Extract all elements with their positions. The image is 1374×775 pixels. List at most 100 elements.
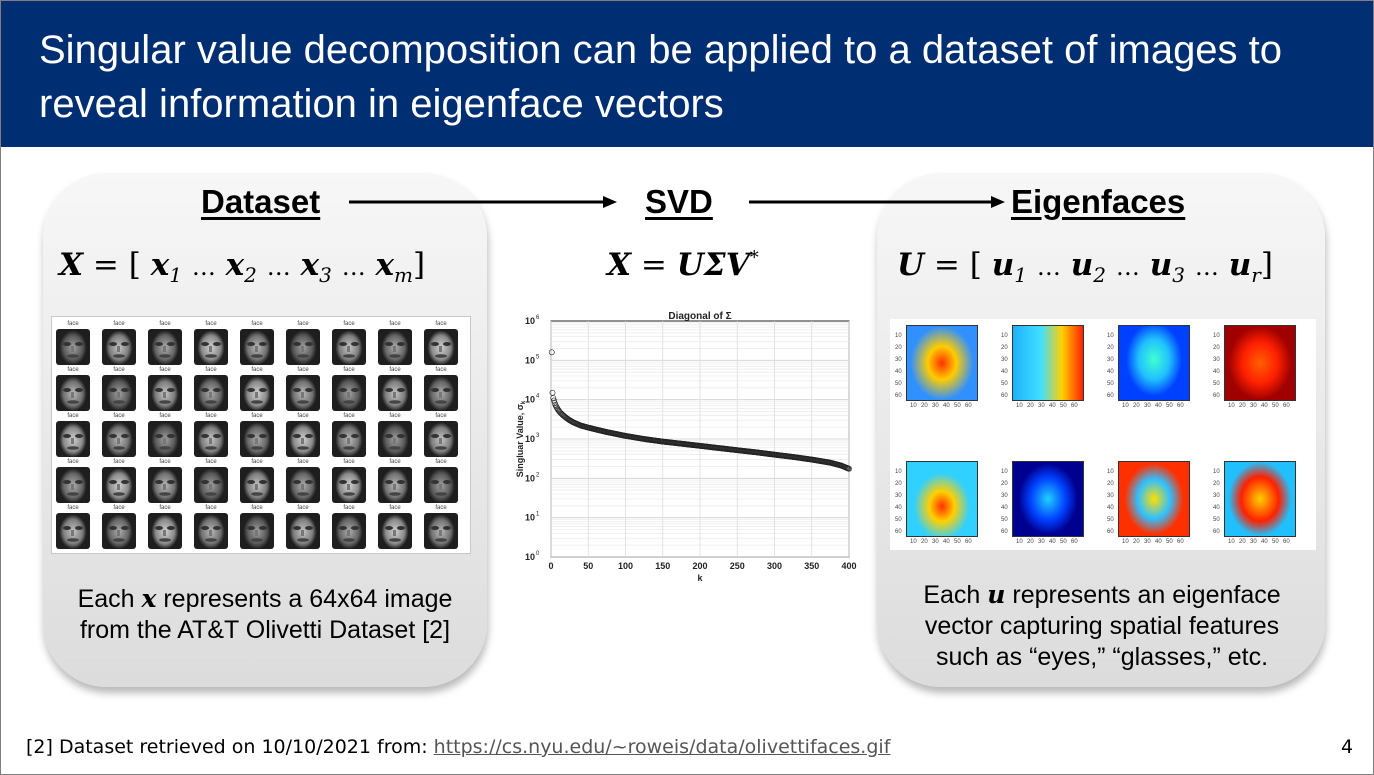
eigenface-y-tick: 50 <box>1213 381 1220 387</box>
eigenface-y-tick: 40 <box>1213 505 1220 511</box>
footnote: [2] Dataset retrieved on 10/10/2021 from… <box>26 736 891 758</box>
face-thumbnail <box>194 375 228 411</box>
eigenface-x-tick: 50 <box>1272 539 1279 545</box>
face-label: face <box>251 321 263 327</box>
data-point <box>551 397 557 404</box>
eigenface-y-tick: 10 <box>1213 333 1220 339</box>
eigenface-map <box>1118 325 1190 401</box>
eigenface-y-tick: 50 <box>895 381 902 387</box>
x-tick-label: 100 <box>618 561 633 571</box>
eigenface-x-tick: 50 <box>954 539 961 545</box>
face-thumbnail <box>240 467 274 503</box>
eigenface-y-tick: 10 <box>1213 469 1220 475</box>
face-label: face <box>205 413 217 419</box>
face-label: face <box>251 367 263 373</box>
eigenface-y-tick: 60 <box>1107 393 1114 399</box>
face-thumbnail <box>102 467 136 503</box>
eigenface-x-tick: 10 <box>1228 403 1235 409</box>
eigenface-x-tick: 30 <box>1038 539 1045 545</box>
eigenface-x-tick: 30 <box>1250 403 1257 409</box>
face-label: face <box>389 367 401 373</box>
face-label: face <box>297 459 309 465</box>
face-thumbnail <box>148 329 182 365</box>
dataset-link[interactable]: https://cs.nyu.edu/~roweis/data/olivetti… <box>433 736 891 758</box>
eigenface-x-tick: 20 <box>921 539 928 545</box>
eigenface-y-tick: 20 <box>1001 345 1008 351</box>
face-thumbnail <box>424 329 458 365</box>
face-thumbnail <box>332 375 366 411</box>
eigenface-x-tick: 10 <box>1122 539 1129 545</box>
face-label: face <box>113 367 125 373</box>
eigenface-x-tick: 30 <box>932 403 939 409</box>
eigenface-y-tick: 40 <box>895 505 902 511</box>
eigenface-y-tick: 30 <box>1001 493 1008 499</box>
y-tick-label: 10 <box>525 434 535 444</box>
face-thumbnail <box>286 375 320 411</box>
eigenface-x-tick: 20 <box>1239 539 1246 545</box>
eigenface-x-tick: 30 <box>932 539 939 545</box>
y-tick-label: 10 <box>525 395 535 405</box>
eigenface-x-tick: 40 <box>1155 539 1162 545</box>
face-thumbnail <box>240 421 274 457</box>
eigenface-x-tick: 50 <box>1060 403 1067 409</box>
arrow-svd-to-eigenfaces <box>749 196 1005 208</box>
eigenface-y-tick: 40 <box>1107 505 1114 511</box>
chart-title: Diagonal of Σ <box>668 311 731 322</box>
eigenface-x-tick: 30 <box>1038 403 1045 409</box>
eigenface-x-tick: 40 <box>1049 403 1056 409</box>
eigenface-x-tick: 50 <box>1060 539 1067 545</box>
y-tick-exponent: 2 <box>536 472 540 478</box>
svd-equation: X = UΣV* <box>607 247 759 283</box>
face-label: face <box>159 413 171 419</box>
face-label: face <box>343 321 355 327</box>
eigenface-x-tick: 10 <box>1016 539 1023 545</box>
eigenface-y-tick: 50 <box>1001 517 1008 523</box>
eigenface-x-tick: 60 <box>965 403 972 409</box>
face-thumbnail <box>102 329 136 365</box>
face-thumbnail <box>102 421 136 457</box>
face-label: face <box>297 367 309 373</box>
y-tick-exponent: 1 <box>536 512 540 518</box>
singular-value-chart: 0 50 100 150 200 250 300 350 400 10 0 10 1 10 2 10 3 10 4 1… <box>511 307 861 597</box>
eigenface-x-tick: 50 <box>954 403 961 409</box>
eigenface-x-tick: 60 <box>1177 403 1184 409</box>
eigenfaces-heading: Eigenfaces <box>1011 183 1186 220</box>
face-thumbnail <box>194 329 228 365</box>
page-number: 4 <box>1341 736 1354 758</box>
face-label: face <box>205 505 217 511</box>
x-tick-label: 350 <box>804 561 819 571</box>
title-bar: Singular value decomposition can be appl… <box>1 1 1373 147</box>
face-thumbnail <box>424 375 458 411</box>
face-thumbnail <box>378 421 412 457</box>
eigenface-y-tick: 40 <box>1213 369 1220 375</box>
dataset-equation: X = [ x1 … x2 … x3 … xm] <box>59 247 426 288</box>
data-point <box>846 465 852 472</box>
face-thumbnail <box>286 421 320 457</box>
eigenface-y-tick: 60 <box>895 393 902 399</box>
eigenface-y-tick: 30 <box>895 493 902 499</box>
eigenface-map <box>906 325 978 401</box>
face-thumbnail <box>56 467 90 503</box>
eigenface-x-tick: 20 <box>1239 403 1246 409</box>
x-tick-label: 50 <box>583 561 593 571</box>
eigenface-x-tick: 50 <box>1166 539 1173 545</box>
eigenface-x-tick: 20 <box>1133 403 1140 409</box>
face-label: face <box>435 505 447 511</box>
eigenface-y-tick: 50 <box>1213 517 1220 523</box>
eigenface-x-tick: 10 <box>1228 539 1235 545</box>
eigenface-x-tick: 60 <box>1177 539 1184 545</box>
face-thumbnail <box>286 329 320 365</box>
x-tick-label: 200 <box>692 561 707 571</box>
face-thumbnail <box>332 513 366 549</box>
eigenface-x-tick: 20 <box>1133 539 1140 545</box>
eigenface-y-tick: 60 <box>1001 393 1008 399</box>
face-thumbnail <box>148 467 182 503</box>
face-label: face <box>343 459 355 465</box>
y-axis-label: Singluar Value, σk <box>515 400 527 477</box>
eigenface-x-tick: 40 <box>1049 539 1056 545</box>
face-thumbnail <box>148 513 182 549</box>
face-label: face <box>343 505 355 511</box>
face-label: face <box>297 321 309 327</box>
face-label: face <box>389 505 401 511</box>
